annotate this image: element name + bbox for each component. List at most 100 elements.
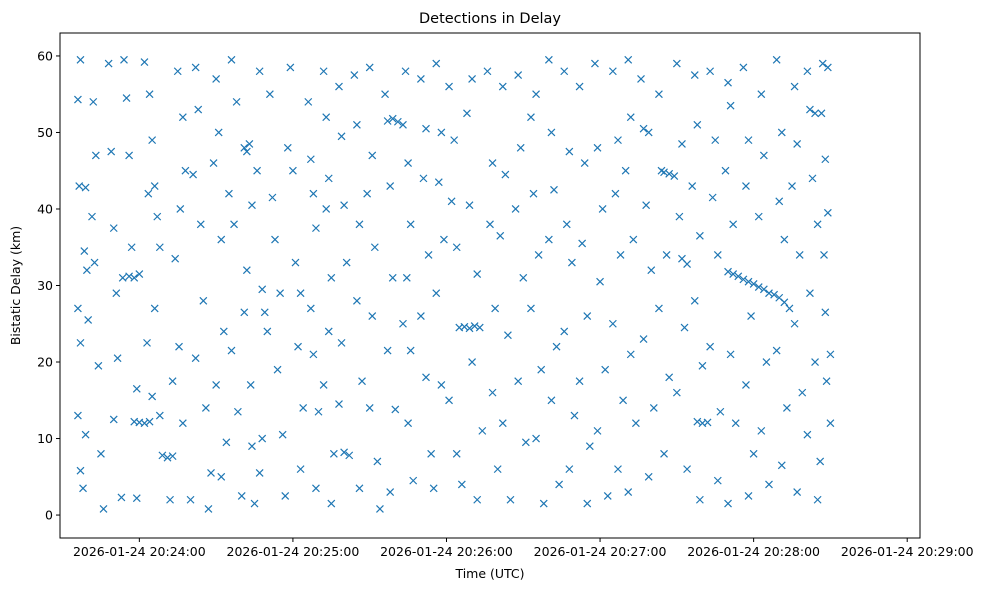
data-point-marker	[826, 350, 835, 359]
data-point-marker	[450, 136, 459, 145]
data-point-marker	[255, 469, 264, 477]
data-point-marker	[186, 495, 195, 504]
data-point-marker	[109, 415, 118, 424]
data-point-marker	[662, 250, 671, 259]
data-point-marker	[324, 327, 333, 336]
data-point-marker	[327, 273, 336, 282]
data-point-marker	[145, 90, 154, 99]
data-point-marker	[440, 235, 448, 244]
data-point-marker	[130, 273, 139, 282]
data-point-marker	[122, 94, 131, 102]
data-point-marker	[639, 335, 648, 343]
data-point-marker	[144, 189, 153, 198]
data-point-marker	[434, 178, 443, 187]
data-point-marker	[547, 128, 556, 137]
data-point-marker	[406, 346, 415, 355]
data-point-marker	[795, 250, 804, 259]
data-point-marker	[163, 453, 172, 462]
data-point-marker	[693, 120, 702, 129]
x-axis: 2026-01-24 20:24:00 2026-01-24 20:25:00 20…	[73, 538, 974, 559]
data-point-marker	[306, 155, 315, 164]
data-point-marker	[665, 169, 674, 178]
data-point-marker	[127, 243, 136, 252]
data-point-marker	[73, 304, 82, 313]
data-point-marker	[644, 472, 653, 481]
data-point-marker	[227, 55, 236, 64]
data-point-marker	[624, 55, 633, 64]
data-point-marker	[527, 113, 535, 122]
data-point-marker	[544, 235, 553, 244]
data-point-marker	[493, 465, 502, 474]
data-point-marker	[437, 128, 446, 137]
data-point-marker	[629, 235, 638, 244]
data-point-marker	[678, 140, 686, 148]
data-point-marker	[529, 189, 538, 198]
data-point-marker	[808, 174, 817, 183]
data-point-marker	[368, 151, 377, 160]
data-point-marker	[391, 405, 400, 414]
data-point-marker	[726, 350, 735, 359]
data-point-marker	[713, 250, 722, 259]
data-point-marker	[616, 250, 625, 259]
data-point-marker	[560, 67, 569, 76]
data-point-marker	[822, 377, 831, 386]
data-point-marker	[120, 55, 128, 64]
data-point-marker	[547, 396, 556, 405]
data-point-marker	[237, 491, 246, 500]
data-point-marker	[770, 290, 779, 299]
data-point-marker	[447, 197, 456, 206]
data-point-marker	[463, 109, 471, 118]
data-point-marker	[246, 381, 255, 389]
data-point-marker	[711, 136, 720, 145]
data-point-marker	[268, 193, 277, 202]
data-point-marker	[749, 280, 758, 288]
data-point-marker	[749, 449, 758, 458]
data-point-marker	[296, 465, 305, 474]
data-point-marker	[406, 220, 415, 229]
data-point-marker	[432, 289, 441, 298]
data-point-marker	[337, 338, 346, 347]
data-point-marker	[516, 143, 525, 152]
data-point-marker	[383, 117, 392, 125]
data-point-marker	[780, 298, 789, 307]
data-point-marker	[680, 323, 689, 332]
data-point-marker	[286, 63, 295, 72]
data-point-marker	[488, 159, 497, 168]
data-point-marker	[777, 461, 786, 470]
data-point-marker	[562, 220, 571, 229]
data-point-marker	[762, 358, 771, 366]
data-point-marker	[260, 308, 269, 317]
data-point-marker	[690, 296, 699, 305]
data-point-marker	[820, 250, 828, 259]
data-point-marker	[445, 396, 453, 405]
data-point-marker	[112, 289, 121, 298]
y-axis: 0 10 20 30 40 50 60	[37, 48, 60, 523]
data-point-marker	[248, 442, 256, 451]
data-point-marker	[544, 55, 553, 64]
data-point-marker	[88, 212, 96, 221]
data-point-marker	[817, 109, 826, 118]
data-point-marker	[445, 82, 453, 91]
data-point-marker	[695, 231, 704, 240]
data-point-marker	[790, 82, 799, 91]
data-point-marker	[253, 166, 262, 175]
data-point-marker	[601, 365, 610, 374]
data-point-marker	[534, 250, 543, 259]
data-point-marker	[498, 419, 507, 428]
data-point-marker	[365, 403, 374, 412]
data-point-marker	[488, 388, 497, 397]
data-point-marker	[212, 381, 221, 389]
data-point-marker	[416, 312, 425, 321]
data-point-marker	[672, 59, 681, 68]
data-point-marker	[506, 495, 515, 504]
x-axis-label: Time (UTC)	[454, 566, 524, 581]
data-point-marker	[578, 239, 587, 248]
data-point-marker	[503, 331, 512, 340]
data-point-marker	[342, 258, 351, 267]
data-point-marker	[511, 205, 520, 213]
data-point-marker	[381, 90, 389, 99]
data-point-marker	[478, 426, 487, 435]
data-point-marker	[637, 74, 645, 83]
data-point-marker	[765, 289, 773, 298]
data-point-marker	[721, 166, 730, 175]
